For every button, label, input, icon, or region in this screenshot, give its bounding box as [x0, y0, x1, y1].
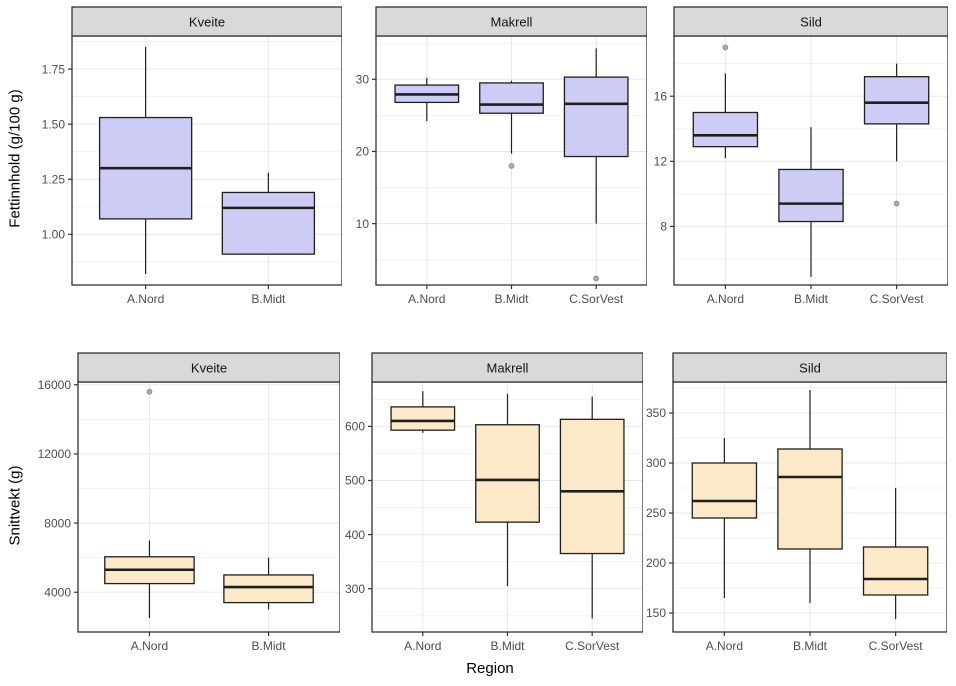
x-tick-label: B.Midt	[252, 639, 287, 653]
facet-chart-makrell: 10 20 30 A.Nord B.Midt C.SorVest Makrell	[356, 6, 647, 306]
box-b.midt	[479, 82, 544, 114]
y-tick-label: 10	[356, 217, 370, 231]
x-tick-label: B.Midt	[794, 292, 829, 306]
box-c.sorvest	[559, 418, 625, 555]
box-c.sorvest	[863, 76, 930, 125]
box-b.midt	[777, 448, 843, 550]
facet-chart-kveite: 4000 8000 12000 16000 A.Nord B.Midt Kveite	[38, 352, 340, 653]
outlier-point	[593, 275, 600, 282]
facet-row-snittvekt: 4000 8000 12000 16000 A.Nord B.Midt Kveite 300 4…	[34, 352, 947, 658]
x-tick-label: A.Nord	[706, 639, 743, 653]
y-tick-label: 300	[345, 582, 365, 596]
outlier-point	[893, 200, 900, 207]
facet-chart-sild: 150 200 250 300 350 A.Nord B.Midt C.SorVest Sild	[646, 352, 947, 653]
facet-strip-label: Kveite	[191, 361, 227, 376]
facet-strip-label: Sild	[799, 361, 821, 376]
row-gap	[0, 311, 956, 352]
outlier-point	[146, 388, 153, 395]
y-tick-label: 250	[646, 506, 666, 520]
x-tick-label: C.SorVest	[565, 639, 620, 653]
x-tick-label: A.Nord	[127, 292, 164, 306]
box-b.midt	[475, 424, 540, 523]
box-c.sorvest	[563, 76, 629, 158]
facet-strip-label: Makrell	[491, 15, 533, 30]
row-snittvekt: Snittvekt (g) 4000 8000 12000 16000 A.Nord B.…	[0, 352, 956, 658]
y-tick-label: 200	[646, 556, 666, 570]
y-tick-label: 400	[345, 528, 365, 542]
box-a.nord	[390, 406, 456, 431]
y-tick-label: 1.25	[42, 172, 66, 186]
y-axis-title-fettinnhold: Fettinnhold (g/100 g)	[0, 6, 34, 311]
facet-row-fettinnhold: 1.00 1.25 1.50 1.75 A.Nord B.Midt Kveite 10 20 30…	[34, 6, 948, 311]
outlier-point	[508, 163, 515, 169]
box-b.midt	[223, 574, 314, 604]
x-tick-label: C.SorVest	[869, 639, 924, 653]
facet-strip-label: Sild	[800, 15, 822, 30]
facet-strip-label: Makrell	[487, 361, 529, 376]
x-tick-label: A.Nord	[404, 639, 441, 653]
y-tick-label: 20	[356, 145, 370, 159]
y-tick-label: 16	[654, 89, 668, 103]
y-tick-label: 12	[654, 155, 668, 169]
row-fettinnhold: Fettinnhold (g/100 g) 1.00 1.25 1.50 1.75 A.…	[0, 6, 956, 311]
y-tick-label: 1.50	[42, 117, 66, 131]
facet-chart-sild: 8 12 16 A.Nord B.Midt C.SorVest Sild	[654, 6, 948, 306]
y-tick-label: 1.75	[42, 62, 66, 76]
x-tick-label: A.Nord	[131, 639, 168, 653]
box-b.midt	[778, 168, 844, 223]
y-tick-label: 150	[646, 606, 666, 620]
y-tick-label: 8	[660, 220, 667, 234]
y-axis-title-text: Fettinnhold (g/100 g)	[6, 89, 24, 228]
y-tick-label: 4000	[44, 585, 71, 599]
x-tick-label: A.Nord	[707, 292, 744, 306]
x-axis-title: Region	[466, 660, 514, 677]
facet-strip	[672, 352, 947, 383]
y-tick-label: 30	[356, 73, 370, 87]
outlier-point	[722, 44, 729, 51]
facet-strip	[371, 352, 643, 383]
box-a.nord	[692, 111, 759, 148]
y-tick-label: 600	[345, 420, 365, 434]
x-tick-label: B.Midt	[494, 292, 529, 306]
facet-strip-label: Kveite	[189, 15, 225, 30]
y-tick-label: 350	[646, 406, 666, 420]
facet-strip	[77, 352, 340, 383]
x-tick-label: B.Midt	[251, 292, 286, 306]
y-tick-label: 16000	[38, 378, 72, 392]
x-tick-label: B.Midt	[793, 639, 828, 653]
x-tick-label: B.Midt	[490, 639, 525, 653]
y-axis-title-text: Snittvekt (g)	[6, 464, 24, 546]
x-tick-label: C.SorVest	[870, 292, 925, 306]
facet-strip	[71, 6, 342, 37]
facet-strip	[375, 6, 647, 37]
y-tick-label: 300	[646, 456, 666, 470]
y-axis-title-snittvekt: Snittvekt (g)	[0, 352, 34, 658]
box-b.midt	[221, 191, 316, 255]
x-tick-label: C.SorVest	[569, 292, 624, 306]
facet-chart-kveite: 1.00 1.25 1.50 1.75 A.Nord B.Midt Kveite	[42, 6, 342, 306]
y-tick-label: 8000	[44, 516, 71, 530]
y-tick-label: 500	[345, 474, 365, 488]
box-c.sorvest	[862, 546, 929, 596]
y-tick-label: 12000	[38, 447, 72, 461]
facet-chart-makrell: 300 400 500 600 A.Nord B.Midt C.SorVest Makrell	[345, 352, 643, 653]
x-tick-label: A.Nord	[408, 292, 445, 306]
facet-strip	[673, 6, 948, 37]
y-tick-label: 1.00	[42, 228, 66, 242]
box-a.nord	[691, 462, 758, 519]
